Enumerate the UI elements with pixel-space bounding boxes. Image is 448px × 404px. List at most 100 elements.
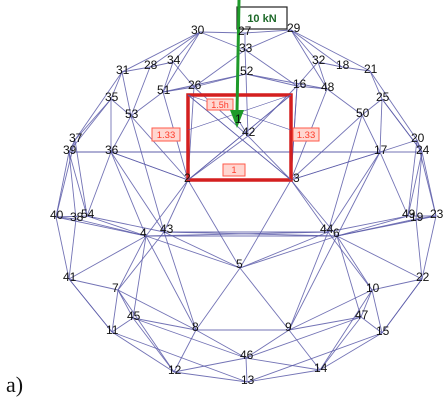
truss-member-49-44 (327, 215, 409, 233)
truss-member-8-46 (195, 329, 247, 359)
truss-member-3-44 (290, 179, 329, 233)
node-label-29: 29 (287, 21, 301, 35)
node-label-51: 51 (157, 83, 171, 97)
node-label-32: 32 (312, 53, 326, 67)
truss-member-53-2 (130, 115, 189, 181)
truss-member-25-17 (379, 98, 383, 153)
node-label-38: 38 (70, 210, 84, 224)
node-label-43: 43 (160, 222, 174, 236)
panel-label-left: 1.33 (157, 130, 176, 141)
node-label-37: 37 (69, 131, 83, 145)
node-label-10: 10 (366, 281, 380, 295)
truss-member-28-53 (130, 66, 151, 117)
truss-member-30-34 (172, 31, 201, 63)
node-label-2: 2 (184, 171, 191, 185)
truss-member-38-39 (68, 151, 77, 220)
truss-member-19-24 (415, 151, 423, 220)
truss-member-2-36 (110, 151, 189, 181)
node-label-16: 16 (293, 77, 307, 91)
truss-member-30-51 (162, 31, 201, 93)
panel-label-bottom: 1 (231, 165, 236, 175)
truss-member-6-9 (288, 235, 338, 331)
truss-member-34-51 (162, 61, 174, 93)
truss-member-35-39 (68, 98, 112, 153)
truss-member-5-9 (239, 267, 290, 331)
truss-member-24-49 (407, 151, 423, 217)
truss-member-20-49 (407, 139, 418, 217)
truss-member-10-14 (319, 289, 373, 371)
truss-member-17-44 (327, 151, 381, 233)
truss-member-4-45 (132, 235, 147, 319)
truss-member-13-46 (245, 357, 248, 383)
truss-member-36-43 (110, 151, 165, 233)
node-label-6: 6 (333, 226, 340, 240)
loaded-panel: 1.5h 1.33 1.33 1 (151, 93, 320, 182)
node-label-27: 27 (238, 24, 252, 38)
node-label-28: 28 (144, 58, 158, 72)
truss-member-45-8 (132, 317, 197, 331)
node-label-48: 48 (321, 80, 335, 94)
truss-member-23-6 (336, 215, 437, 237)
truss-member-17-49 (379, 151, 409, 217)
node-label-21: 21 (364, 62, 378, 76)
truss-member-18-21 (341, 66, 371, 72)
truss-member-2-42 (187, 135, 249, 181)
truss-member-11-41 (68, 278, 113, 333)
truss-member-47-14 (319, 316, 362, 371)
truss-member-31-53 (121, 71, 132, 117)
truss-member-45-11 (111, 317, 134, 333)
truss-member-54-4 (86, 215, 147, 237)
truss-member-43-7 (117, 231, 165, 291)
node-label-25: 25 (376, 90, 390, 104)
truss-member-32-18 (317, 61, 343, 68)
truss-member-12-46 (173, 357, 247, 373)
truss-member-4-8 (145, 235, 197, 331)
node-label-40: 40 (50, 208, 64, 222)
node-label-54: 54 (81, 207, 95, 221)
load-arrow-head (230, 110, 244, 128)
truss-member-51-52 (162, 73, 247, 93)
truss-member-44-10 (327, 231, 373, 291)
truss-member-48-32 (317, 61, 328, 90)
truss-member-45-12 (132, 317, 175, 373)
panel-diagonal-b (187, 94, 292, 181)
truss-member-4-7 (117, 235, 147, 291)
truss-member-11-13 (111, 331, 248, 383)
node-label-39: 39 (63, 143, 77, 157)
truss-member-48-29 (290, 29, 328, 90)
truss-member-8-12 (173, 329, 197, 373)
truss-member-5-8 (195, 267, 241, 331)
truss-member-25-50 (361, 98, 383, 116)
node-label-33: 33 (239, 41, 253, 55)
truss-member-47-46 (245, 316, 362, 359)
truss-member-21-25 (369, 70, 383, 100)
truss-member-54-43 (86, 215, 165, 233)
node-label-30: 30 (191, 23, 205, 37)
node-label-19: 19 (410, 210, 424, 224)
node-label-14: 14 (314, 361, 328, 375)
node-label-47: 47 (355, 308, 369, 322)
panel-label-right: 1.33 (297, 130, 316, 141)
node-label-5: 5 (236, 257, 243, 271)
truss-member-14-15 (319, 332, 383, 371)
truss-member-43-5 (163, 231, 241, 269)
node-label-9: 9 (285, 320, 292, 334)
truss-member-53-36 (110, 115, 132, 153)
truss-member-7-11 (111, 289, 119, 333)
truss-member-43-6 (163, 231, 338, 237)
truss-member-22-6 (336, 235, 423, 280)
node-label-41: 41 (63, 270, 77, 284)
truss-member-44-5 (239, 231, 329, 269)
truss-member-53-51 (130, 91, 164, 117)
truss-member-36-54 (86, 151, 112, 217)
truss-member-34-28 (149, 61, 174, 68)
panel-label-left-box (151, 127, 181, 142)
truss-member-10-15 (371, 289, 383, 334)
truss-member-48-52 (245, 73, 328, 90)
truss-member-36-4 (110, 151, 147, 237)
panel-label-bottom-box (222, 163, 246, 177)
truss-member-22-10 (371, 278, 423, 291)
truss-member-41-7 (68, 278, 119, 291)
truss-member-28-30 (149, 31, 201, 68)
